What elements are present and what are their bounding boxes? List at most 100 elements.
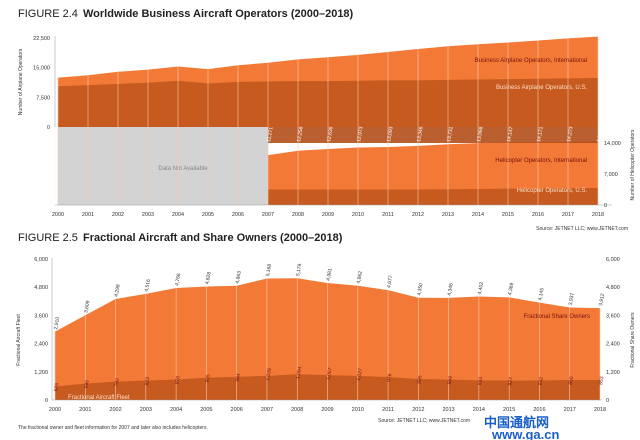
share-owner-label: 4,677 [386, 275, 394, 289]
y-right-tick: 14,000 [604, 141, 621, 147]
fleet-label: 833 [477, 376, 484, 385]
share-owner-label: 3,609 [83, 300, 91, 314]
fleet-label: 696 [83, 380, 90, 389]
helicopter-total-label: 11,271 [266, 126, 275, 142]
series-label-heli-us: Helicopter Operators, U.S. [517, 188, 588, 194]
x-tick-label: 2013 [442, 407, 454, 413]
y-right-tick: 0 [606, 398, 609, 404]
x-tick-label: 2005 [200, 407, 212, 413]
data-not-available-area [58, 127, 268, 205]
x-tick-label: 2009 [321, 407, 333, 413]
share-owner-label: 4,145 [538, 287, 546, 301]
x-tick-label: 2003 [142, 212, 154, 218]
x-tick-label: 2015 [503, 407, 515, 413]
airplane-total-label: 13,078 [86, 57, 95, 73]
airplane-total-label: 20,926 [476, 26, 485, 42]
x-tick-label: 2018 [594, 407, 606, 413]
helicopter-total-label: 12,973 [356, 126, 365, 142]
series-label-heli-intl: Helicopter Operators, International [495, 158, 587, 164]
x-tick-label: 2010 [352, 212, 364, 218]
share-owner-label: 4,350 [416, 283, 424, 297]
fig24-label: FIGURE 2.4 [18, 8, 78, 20]
x-tick-label: 2012 [412, 212, 424, 218]
x-tick-label: 2017 [562, 212, 574, 218]
fleet-label: 823 [144, 377, 151, 386]
airplane-total-label: 21,868 [536, 23, 545, 39]
share-owner-label: 4,828 [204, 271, 212, 285]
airplane-total-label: 18,229 [356, 37, 365, 53]
x-tick-label: 2001 [82, 212, 94, 218]
x-tick-label: 2011 [382, 407, 394, 413]
x-tick-label: 2018 [592, 212, 604, 218]
y-left-tick: 2,400 [34, 342, 48, 348]
y-left-tick: 6,000 [34, 257, 48, 263]
fleet-label: 827 [507, 376, 514, 385]
fleet-label: 984 [235, 373, 242, 382]
share-owner-label: 4,516 [144, 279, 152, 293]
airplane-total-label: 13,958 [116, 54, 125, 70]
share-owner-label: 4,298 [114, 284, 122, 298]
x-tick-label: 2012 [412, 407, 424, 413]
airplane-total-label: 12,487 [56, 60, 65, 76]
heli-top-band [268, 127, 598, 143]
y-left-tick: 4,800 [34, 285, 48, 291]
y-left-tick: 22,500 [33, 36, 50, 42]
share-owner-label: 4,862 [356, 271, 364, 285]
x-tick-label: 2000 [49, 407, 61, 413]
x-tick-label: 2015 [502, 212, 514, 218]
x-tick-label: 2014 [473, 407, 485, 413]
fig25-footnote: The fractional owner and fleet informati… [18, 425, 208, 431]
share-owner-label: 4,766 [174, 273, 182, 287]
share-owner-label: 4,402 [477, 281, 485, 295]
share-owner-label: 3,937 [568, 292, 576, 306]
share-owner-label: 3,912 [598, 293, 606, 307]
x-tick-label: 2009 [322, 212, 334, 218]
x-tick-label: 2014 [472, 212, 484, 218]
fleet-label: 1,057 [326, 367, 334, 381]
fig24-source: Source: JETNET LLC; www.JETNET.com [536, 226, 628, 232]
helicopter-total-label: 14,147 [506, 126, 515, 142]
y-left-tick: 3,600 [34, 313, 48, 319]
share-owner-label: 4,981 [326, 268, 334, 282]
series-label-share-owners: Fractional Share Owners [524, 314, 590, 320]
helicopter-total-label: 14,273 [566, 126, 575, 142]
airplane-total-label: 17,619 [326, 39, 335, 55]
fleet-label: 1,094 [295, 366, 303, 380]
share-owner-label: 4,346 [447, 283, 455, 297]
x-tick-label: 2016 [533, 407, 545, 413]
x-tick-label: 2008 [291, 407, 303, 413]
helicopter-total-label: 12,258 [296, 126, 305, 142]
fleet-label: 976 [386, 373, 393, 382]
fleet-label: 870 [174, 375, 181, 384]
x-tick-label: 2000 [52, 212, 64, 218]
helicopter-total-label: 13,346 [416, 126, 425, 142]
fleet-label: 945 [204, 374, 211, 383]
na-label: Data Not Available [158, 166, 208, 172]
share-owner-label: 4,369 [507, 282, 515, 296]
x-tick-label: 2011 [382, 212, 394, 218]
x-tick-label: 2002 [112, 212, 124, 218]
x-tick-label: 2016 [532, 212, 544, 218]
share-owner-label: 5,179 [295, 263, 303, 277]
watermark-url: www.ga.cn [491, 427, 559, 440]
x-tick-label: 2006 [232, 212, 244, 218]
fleet-label: 780 [114, 378, 121, 387]
plot-group: Data Not Available 2000 12,487 2001 13,078 20… [16, 19, 636, 413]
x-tick-label: 2013 [442, 212, 454, 218]
fleet-label: 869 [447, 375, 454, 384]
airplane-total-label: 17,090 [296, 41, 305, 57]
fleet-label: 850 [568, 376, 575, 385]
airplane-total-label: 19,710 [416, 31, 425, 47]
x-tick-label: 2004 [172, 212, 184, 218]
y-left-title: Number of Airplane Operators [18, 48, 24, 115]
airplane-total-label: 22,855 [596, 19, 605, 35]
series-label-airplane-us: Business Airplane Operators, U.S. [496, 85, 587, 91]
x-tick-label: 2008 [292, 212, 304, 218]
y-right-tick: 1,200 [606, 370, 620, 376]
x-tick-label: 2004 [170, 407, 182, 413]
airplane-total-label: 15,303 [176, 48, 185, 64]
airplane-total-label: 20,425 [446, 28, 455, 44]
airplane-total-label: 16,235 [266, 45, 275, 61]
fleet-label: 1,028 [265, 368, 273, 382]
